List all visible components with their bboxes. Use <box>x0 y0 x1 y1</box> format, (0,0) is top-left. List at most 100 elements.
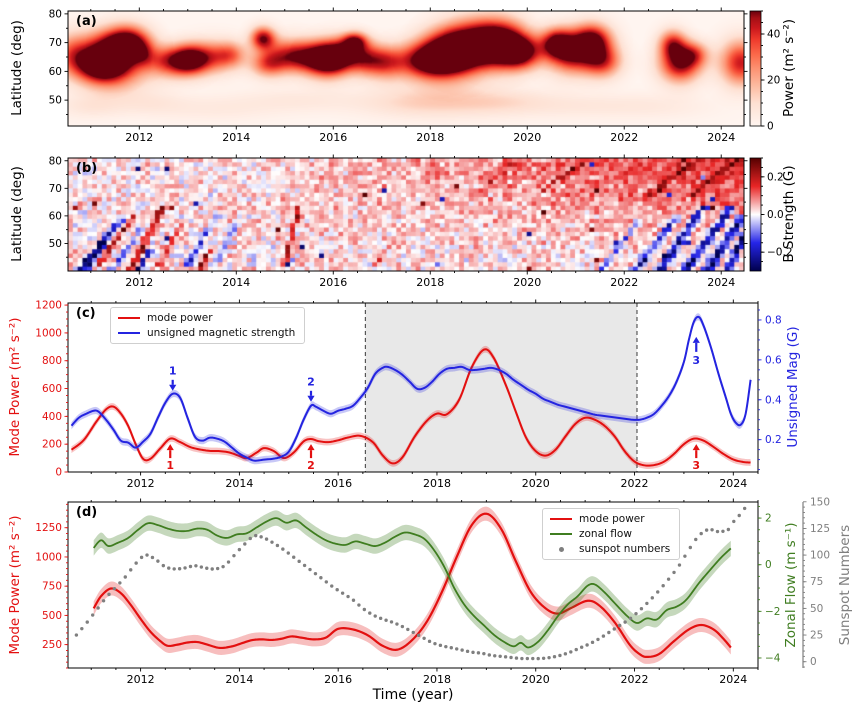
ylabel-latitude-a: Latitude (deg) <box>9 20 25 116</box>
svg-text:2020: 2020 <box>513 276 541 289</box>
svg-text:2014: 2014 <box>225 477 253 490</box>
svg-text:200: 200 <box>42 439 62 451</box>
svg-text:400: 400 <box>42 411 62 423</box>
svg-text:2022: 2022 <box>621 477 649 490</box>
legend-label: unsigned magnetic strength <box>147 327 296 339</box>
svg-text:1000: 1000 <box>35 327 62 339</box>
svg-text:70: 70 <box>49 37 62 49</box>
ylabel-zonal-flow: Zonal Flow (m s⁻¹) <box>783 522 799 648</box>
svg-text:0.0: 0.0 <box>767 209 784 221</box>
svg-text:2022: 2022 <box>610 276 638 289</box>
legend-item: mode power <box>550 513 670 525</box>
svg-text:1: 1 <box>166 459 174 472</box>
svg-text:2016: 2016 <box>324 673 352 686</box>
svg-text:0.2: 0.2 <box>767 171 784 183</box>
legend-panel-c: mode power unsigned magnetic strength <box>110 307 306 344</box>
legend-item: zonal flow <box>550 528 670 540</box>
panel-letter-d: (d) <box>76 505 98 520</box>
legend-label: mode power <box>579 513 645 525</box>
svg-text:1200: 1200 <box>35 300 62 312</box>
svg-text:800: 800 <box>42 355 62 367</box>
svg-text:2024: 2024 <box>707 131 735 144</box>
svg-text:50: 50 <box>810 603 823 615</box>
svg-text:70: 70 <box>49 183 62 195</box>
legend-label: zonal flow <box>579 528 632 540</box>
svg-text:0.2: 0.2 <box>765 434 782 446</box>
legend-label: sunspot numbers <box>579 543 671 555</box>
svg-text:2020: 2020 <box>522 673 550 686</box>
svg-text:0.6: 0.6 <box>765 354 782 366</box>
svg-text:20: 20 <box>767 75 780 87</box>
ylabel-unsigned-mag: Unsigned Mag (G) <box>785 326 801 448</box>
svg-text:2024: 2024 <box>707 276 735 289</box>
svg-text:−2: −2 <box>765 606 780 618</box>
svg-text:750: 750 <box>42 581 62 593</box>
svg-text:60: 60 <box>49 210 62 222</box>
svg-text:3: 3 <box>692 354 700 367</box>
ylabel-sunspot-numbers: Sunspot Numbers <box>837 524 853 646</box>
legend-dot <box>558 547 564 552</box>
colorbar-label-power: Power (m² s⁻²) <box>781 18 797 118</box>
svg-text:1000: 1000 <box>35 551 62 563</box>
panel-letter-c: (c) <box>76 306 96 321</box>
svg-text:0: 0 <box>810 656 817 668</box>
svg-text:2014: 2014 <box>222 276 250 289</box>
svg-text:2024: 2024 <box>719 673 747 686</box>
svg-text:3: 3 <box>692 459 700 472</box>
svg-text:50: 50 <box>49 95 62 107</box>
legend-panel-d: mode power zonal flow sunspot numbers <box>542 508 681 560</box>
svg-text:60: 60 <box>49 66 62 78</box>
heatmap-power <box>68 11 744 126</box>
svg-text:2: 2 <box>307 459 315 472</box>
svg-text:2016: 2016 <box>319 131 347 144</box>
svg-text:150: 150 <box>810 496 830 508</box>
svg-text:50: 50 <box>49 238 62 250</box>
svg-text:25: 25 <box>810 630 823 642</box>
legend-line-mode-power <box>118 317 140 319</box>
svg-text:250: 250 <box>42 639 62 651</box>
legend-item: sunspot numbers <box>550 543 670 555</box>
svg-text:2: 2 <box>307 375 315 388</box>
svg-text:125: 125 <box>810 523 830 535</box>
legend-marker-sunspot <box>550 543 572 555</box>
svg-text:2014: 2014 <box>225 673 253 686</box>
panel-c-curves <box>70 313 752 469</box>
legend-label: mode power <box>147 312 213 324</box>
panel-d-curves <box>74 506 747 664</box>
legend-item: unsigned magnetic strength <box>118 327 295 339</box>
legend-line-unsigned-mag <box>118 332 140 334</box>
svg-text:2018: 2018 <box>423 673 451 686</box>
xlabel-time: Time (year) <box>372 687 454 703</box>
svg-text:2016: 2016 <box>319 276 347 289</box>
svg-text:−0.2: −0.2 <box>767 247 793 259</box>
svg-text:100: 100 <box>810 550 830 562</box>
svg-text:2014: 2014 <box>222 131 250 144</box>
svg-text:2022: 2022 <box>610 131 638 144</box>
svg-text:80: 80 <box>49 155 62 167</box>
panel-letter-b: (b) <box>76 161 98 176</box>
svg-text:1: 1 <box>169 364 177 377</box>
ylabel-mode-power-d: Mode Power (m² s⁻²) <box>7 515 23 655</box>
svg-text:2018: 2018 <box>416 131 444 144</box>
svg-text:2: 2 <box>765 513 772 525</box>
svg-text:2022: 2022 <box>621 673 649 686</box>
panel-letter-a: (a) <box>76 14 97 29</box>
svg-text:2020: 2020 <box>522 477 550 490</box>
legend-line-mode-power <box>550 518 572 520</box>
svg-text:0: 0 <box>55 467 62 479</box>
legend-line-zonal-flow <box>550 533 572 535</box>
svg-text:40: 40 <box>767 29 780 41</box>
svg-text:75: 75 <box>810 576 823 588</box>
ylabel-mode-power-c: Mode Power (m² s⁻²) <box>7 317 23 457</box>
svg-text:2016: 2016 <box>324 477 352 490</box>
svg-text:0: 0 <box>767 121 774 133</box>
colorbar-label-bstrength: B Strength (G) <box>781 165 797 263</box>
svg-text:2012: 2012 <box>127 673 155 686</box>
svg-text:600: 600 <box>42 383 62 395</box>
svg-text:0.8: 0.8 <box>765 314 782 326</box>
svg-text:1250: 1250 <box>35 522 62 534</box>
ylabel-latitude-b: Latitude (deg) <box>9 166 25 262</box>
svg-text:2018: 2018 <box>416 276 444 289</box>
